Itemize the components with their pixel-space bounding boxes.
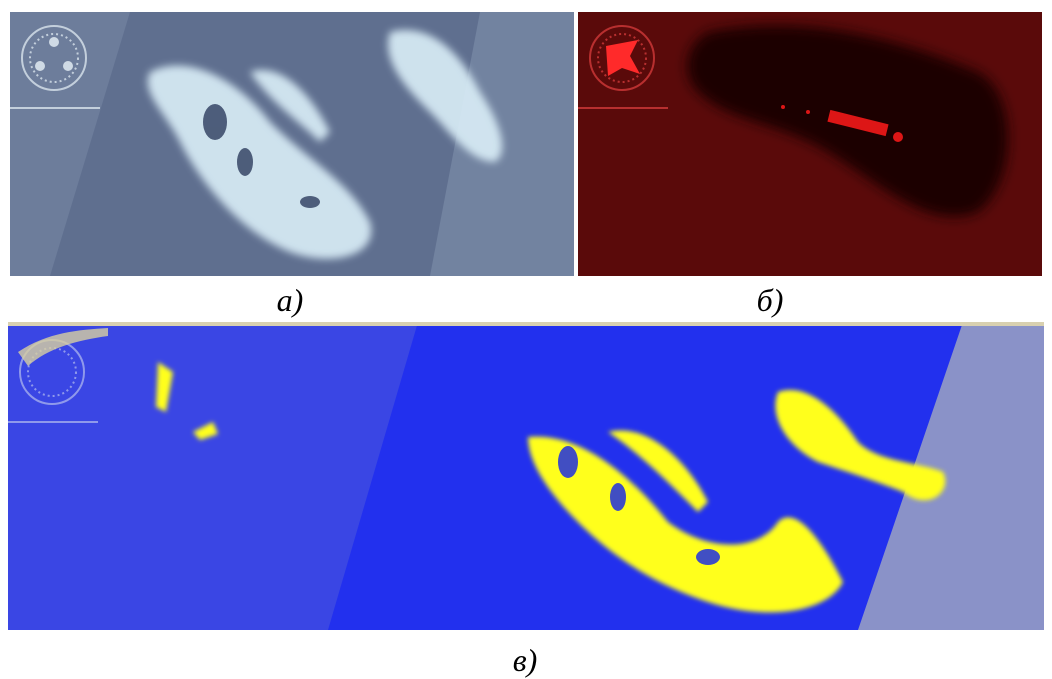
image-c	[8, 322, 1044, 630]
caption-a: а)	[276, 282, 304, 318]
caption-b: б)	[756, 282, 784, 318]
image-b	[578, 12, 1042, 276]
caption-c: в)	[512, 642, 538, 678]
image-a	[10, 12, 574, 276]
